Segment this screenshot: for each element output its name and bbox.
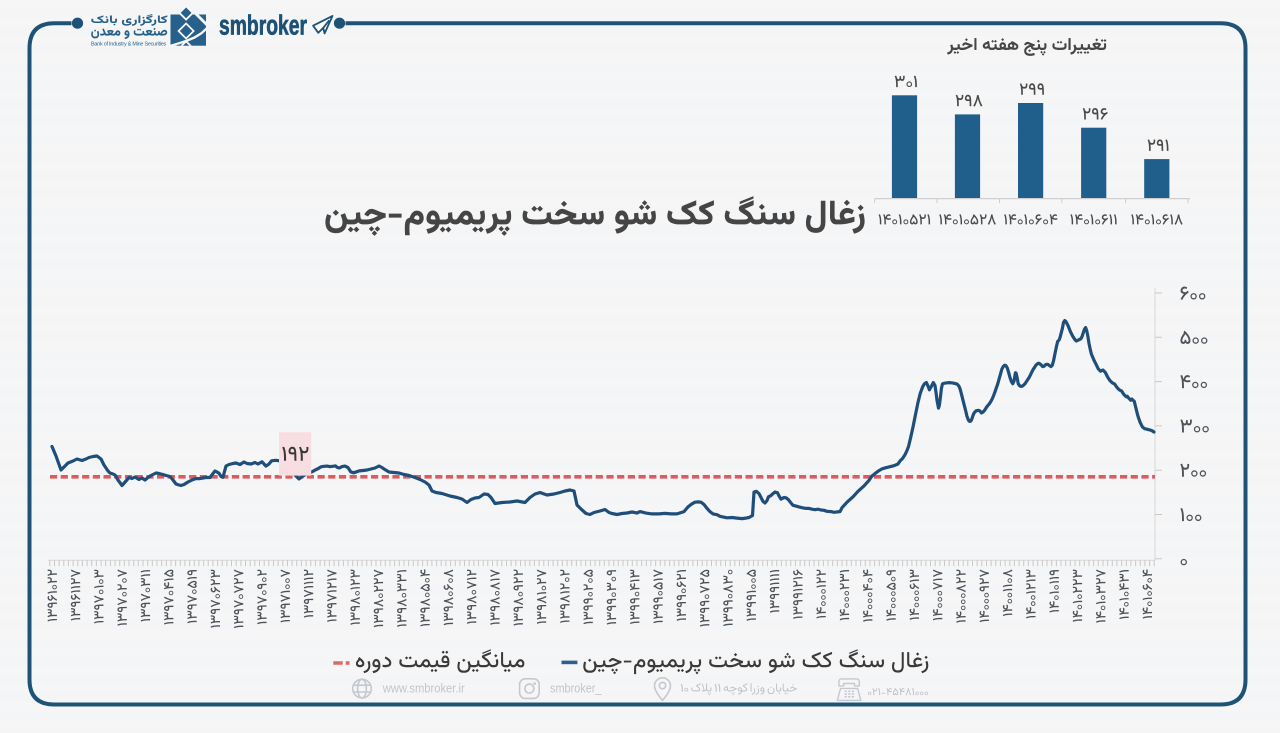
- svg-text:www.smbroker.ir: www.smbroker.ir: [382, 682, 465, 696]
- svg-text:Bank of Industry & Mine Securi: Bank of Industry & Mine Securities: [91, 42, 166, 48]
- svg-text:smbroker: smbroker: [219, 10, 307, 41]
- svg-text:smbroker_: smbroker_: [550, 682, 602, 696]
